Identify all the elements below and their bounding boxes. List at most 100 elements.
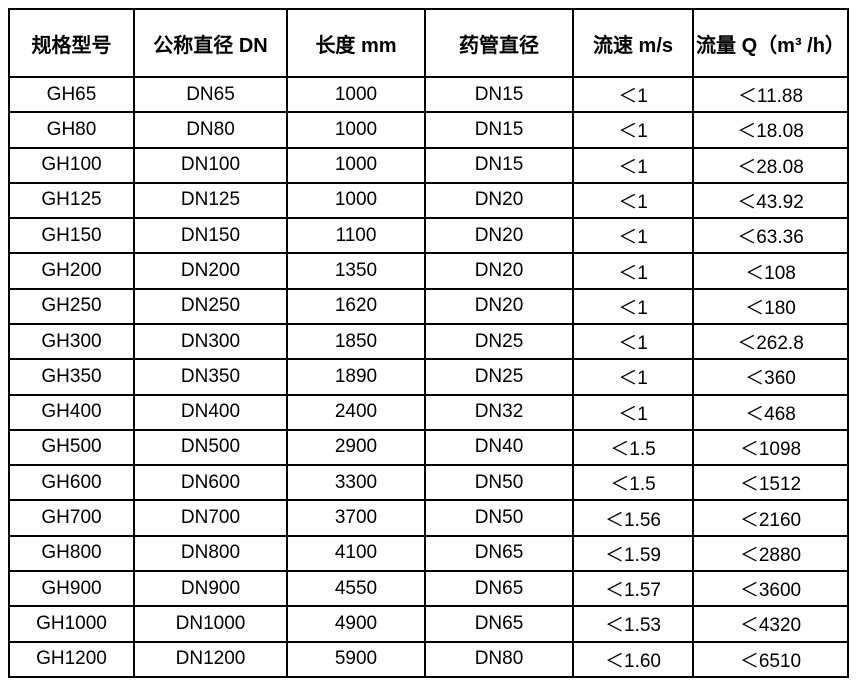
table-cell-length: 1890 bbox=[286, 358, 426, 396]
table-cell-dn: DN1000 bbox=[133, 605, 288, 643]
table-cell-dn: DN200 bbox=[133, 252, 288, 290]
table-cell-dn: DN1200 bbox=[133, 640, 288, 678]
table-cell-length: 4900 bbox=[286, 605, 426, 643]
header-row: 规格型号 公称直径 DN 长度 mm 药管直径 流速 m/s 流量 Q（m³ /h） bbox=[8, 8, 849, 78]
table-row: GH350 DN350 1890 DN25 ＜1 ＜360 bbox=[8, 358, 849, 396]
table-cell-flow: ＜2160 bbox=[692, 499, 849, 537]
table-cell-flow: ＜3600 bbox=[692, 569, 849, 608]
header-cell-velocity: 流速 m/s bbox=[572, 8, 694, 78]
table-cell-flow: ＜6510 bbox=[692, 640, 849, 678]
table-cell-model: GH65 bbox=[8, 75, 135, 114]
table-cell-velocity: ＜1 bbox=[572, 111, 694, 149]
table-cell-model: GH125 bbox=[8, 181, 135, 220]
table-cell-length: 1000 bbox=[286, 111, 426, 149]
table-row: GH600 DN600 3300 DN50 ＜1.5 ＜1512 bbox=[8, 464, 849, 502]
table-row: GH80 DN80 1000 DN15 ＜1 ＜18.08 bbox=[8, 111, 849, 149]
table-cell-model: GH600 bbox=[8, 464, 135, 502]
table-cell-model: GH300 bbox=[8, 322, 135, 361]
table-cell-pipe: DN20 bbox=[424, 252, 574, 290]
header-cell-length: 长度 mm bbox=[286, 8, 426, 78]
table-cell-pipe: DN65 bbox=[424, 605, 574, 643]
table-cell-velocity: ＜1.59 bbox=[572, 534, 694, 572]
table-cell-model: GH400 bbox=[8, 393, 135, 431]
table-cell-dn: DN900 bbox=[133, 569, 288, 608]
table-cell-pipe: DN20 bbox=[424, 217, 574, 255]
table-row: GH1000 DN1000 4900 DN65 ＜1.53 ＜4320 bbox=[8, 605, 849, 643]
table-row: GH250 DN250 1620 DN20 ＜1 ＜180 bbox=[8, 287, 849, 325]
table-cell-velocity: ＜1.57 bbox=[572, 569, 694, 608]
table-row: GH300 DN300 1850 DN25 ＜1 ＜262.8 bbox=[8, 322, 849, 361]
table-row: GH500 DN500 2900 DN40 ＜1.5 ＜1098 bbox=[8, 428, 849, 467]
header-cell-pipe: 药管直径 bbox=[424, 8, 574, 78]
table-cell-model: GH800 bbox=[8, 534, 135, 572]
table-cell-pipe: DN80 bbox=[424, 640, 574, 678]
table-row: GH65 DN65 1000 DN15 ＜1 ＜11.88 bbox=[8, 75, 849, 114]
table-cell-pipe: DN32 bbox=[424, 393, 574, 431]
table-cell-length: 1350 bbox=[286, 252, 426, 290]
table-row: GH100 DN100 1000 DN15 ＜1 ＜28.08 bbox=[8, 146, 849, 184]
table-cell-flow: ＜4320 bbox=[692, 605, 849, 643]
table-cell-length: 1850 bbox=[286, 322, 426, 361]
table-cell-dn: DN500 bbox=[133, 428, 288, 467]
table-cell-velocity: ＜1.60 bbox=[572, 640, 694, 678]
table-cell-velocity: ＜1 bbox=[572, 146, 694, 184]
table-row: GH900 DN900 4550 DN65 ＜1.57 ＜3600 bbox=[8, 569, 849, 608]
table-cell-length: 2400 bbox=[286, 393, 426, 431]
table-body: GH65 DN65 1000 DN15 ＜1 ＜11.88 GH80 DN80 1000 DN15… bbox=[8, 75, 849, 678]
table-cell-pipe: DN25 bbox=[424, 322, 574, 361]
table-cell-model: GH900 bbox=[8, 569, 135, 608]
table-cell-length: 1100 bbox=[286, 217, 426, 255]
table-row: GH1200 DN1200 5900 DN80 ＜1.60 ＜6510 bbox=[8, 640, 849, 678]
table-cell-flow: ＜1512 bbox=[692, 464, 849, 502]
table-cell-model: GH250 bbox=[8, 287, 135, 325]
table-cell-flow: ＜1098 bbox=[692, 428, 849, 467]
table-row: GH800 DN800 4100 DN65 ＜1.59 ＜2880 bbox=[8, 534, 849, 572]
table-header: 规格型号 公称直径 DN 长度 mm 药管直径 流速 m/s 流量 Q（m³ /h） bbox=[8, 8, 849, 78]
table-cell-flow: ＜360 bbox=[692, 358, 849, 396]
table-cell-flow: ＜468 bbox=[692, 393, 849, 431]
table-cell-model: GH80 bbox=[8, 111, 135, 149]
table-cell-pipe: DN15 bbox=[424, 111, 574, 149]
table-cell-model: GH150 bbox=[8, 217, 135, 255]
table-row: GH400 DN400 2400 DN32 ＜1 ＜468 bbox=[8, 393, 849, 431]
table-cell-pipe: DN65 bbox=[424, 534, 574, 572]
table-cell-length: 4100 bbox=[286, 534, 426, 572]
spec-table: 规格型号 公称直径 DN 长度 mm 药管直径 流速 m/s 流量 Q（m³ /h） GH… bbox=[8, 8, 849, 678]
table-cell-velocity: ＜1.5 bbox=[572, 464, 694, 502]
table-cell-dn: DN400 bbox=[133, 393, 288, 431]
table-cell-model: GH200 bbox=[8, 252, 135, 290]
table-cell-flow: ＜63.36 bbox=[692, 217, 849, 255]
table-cell-pipe: DN50 bbox=[424, 499, 574, 537]
table-cell-model: GH500 bbox=[8, 428, 135, 467]
table-cell-pipe: DN15 bbox=[424, 75, 574, 114]
table-cell-length: 2900 bbox=[286, 428, 426, 467]
table-cell-length: 3300 bbox=[286, 464, 426, 502]
table-cell-pipe: DN25 bbox=[424, 358, 574, 396]
header-cell-dn: 公称直径 DN bbox=[133, 8, 288, 78]
table-cell-pipe: DN15 bbox=[424, 146, 574, 184]
table-cell-length: 1000 bbox=[286, 146, 426, 184]
table-cell-pipe: DN65 bbox=[424, 569, 574, 608]
table-cell-flow: ＜2880 bbox=[692, 534, 849, 572]
table-cell-length: 1000 bbox=[286, 75, 426, 114]
table-cell-dn: DN80 bbox=[133, 111, 288, 149]
table-cell-dn: DN700 bbox=[133, 499, 288, 537]
table-cell-model: GH1000 bbox=[8, 605, 135, 643]
table-row: GH200 DN200 1350 DN20 ＜1 ＜108 bbox=[8, 252, 849, 290]
table-cell-velocity: ＜1 bbox=[572, 358, 694, 396]
table-cell-length: 4550 bbox=[286, 569, 426, 608]
table-cell-dn: DN125 bbox=[133, 181, 288, 220]
table-cell-velocity: ＜1 bbox=[572, 287, 694, 325]
table-cell-velocity: ＜1.53 bbox=[572, 605, 694, 643]
header-cell-model: 规格型号 bbox=[8, 8, 135, 78]
table-row: GH700 DN700 3700 DN50 ＜1.56 ＜2160 bbox=[8, 499, 849, 537]
table-cell-dn: DN150 bbox=[133, 217, 288, 255]
table-cell-flow: ＜43.92 bbox=[692, 181, 849, 220]
table-cell-model: GH350 bbox=[8, 358, 135, 396]
table-cell-pipe: DN40 bbox=[424, 428, 574, 467]
table-cell-model: GH700 bbox=[8, 499, 135, 537]
table-cell-velocity: ＜1 bbox=[572, 322, 694, 361]
table-cell-flow: ＜28.08 bbox=[692, 146, 849, 184]
table-cell-dn: DN250 bbox=[133, 287, 288, 325]
